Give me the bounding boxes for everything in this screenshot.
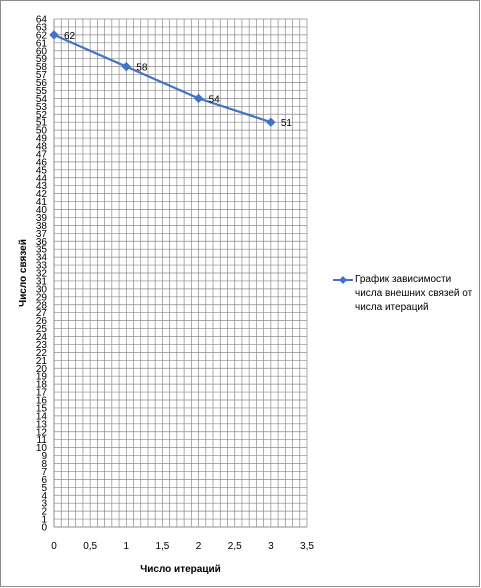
y-tick-label: 3 [41,499,47,510]
y-tick-label: 15 [36,403,48,414]
y-tick-label: 10 [36,443,48,454]
y-tick-label: 44 [36,173,48,184]
data-label: 51 [281,118,293,129]
x-tick-label: 2,5 [228,541,242,552]
y-tick-label: 37 [36,229,48,240]
y-tick-label: 47 [36,149,48,160]
y-tick-label: 7 [41,467,47,478]
x-tick-label: 0 [51,541,57,552]
y-tick-label: 39 [36,213,48,224]
y-tick-label: 63 [36,22,48,33]
y-tick-label: 16 [36,396,48,407]
data-label: 54 [209,94,221,105]
y-tick-label: 56 [36,78,48,89]
y-tick-label: 18 [36,380,48,391]
y-tick-label: 27 [36,308,48,319]
y-tick-label: 0 [41,523,47,534]
legend-marker [333,276,353,284]
x-tick-label: 3 [268,541,274,552]
y-tick-label: 62 [36,30,48,41]
y-tick-label: 1 [41,515,47,526]
y-tick-label: 50 [36,126,48,137]
y-tick-label: 21 [36,356,48,367]
y-tick-label: 17 [36,388,48,399]
data-point [121,61,131,72]
y-tick-label: 23 [36,340,48,351]
y-tick-label: 12 [36,427,48,438]
y-tick-label: 30 [36,284,48,295]
y-tick-label: 40 [36,205,48,216]
y-tick-label: 13 [36,419,48,430]
y-tick-label: 41 [36,197,48,208]
y-tick-label: 29 [36,292,48,303]
x-axis-title: Число итераций [140,564,221,575]
x-tick-label: 3,5 [300,541,314,552]
data-point [193,93,204,104]
y-tick-label: 28 [36,300,48,311]
y-tick-label: 61 [36,38,48,49]
series-line [53,33,272,124]
y-tick-label: 22 [36,348,48,359]
y-tick-label: 46 [36,157,48,168]
y-tick-label: 58 [36,62,48,73]
y-tick-label: 60 [36,46,48,57]
y-tick-label: 32 [36,269,48,280]
y-tick-label: 33 [36,261,48,272]
x-tick-label: 2 [196,541,202,552]
y-tick-label: 9 [41,451,47,462]
y-tick-label: 51 [36,118,48,129]
y-tick-label: 6 [41,475,47,486]
x-tick-label: 0,5 [83,541,97,552]
y-tick-label: 59 [36,54,48,65]
y-tick-label: 11 [37,435,48,446]
y-tick-label: 57 [36,70,48,81]
x-tick-label: 1,5 [155,541,169,552]
y-tick-label: 4 [41,491,47,502]
legend-diamond [339,276,347,284]
data-point [266,117,276,127]
y-tick-label: 5 [41,483,47,494]
x-tick-label: 1 [124,541,130,552]
y-tick-label: 49 [36,134,48,145]
y-tick-label: 52 [36,110,48,121]
y-tick-label: 48 [36,142,48,153]
y-tick-label: 26 [36,316,48,327]
y-tick-label: 14 [36,411,48,422]
y-tick-label: 38 [36,221,48,232]
y-tick-label: 64 [36,15,48,26]
y-tick-label: 54 [36,94,48,105]
y-axis-title: Число связей [18,239,29,307]
legend-entry: График зависимости числа внешних связей … [355,274,473,313]
data-label: 58 [136,63,148,74]
y-tick-label: 35 [36,245,48,256]
data-point [49,30,59,40]
y-tick-label: 42 [36,189,48,200]
y-tick-label: 24 [36,332,48,343]
y-tick-label: 8 [41,459,47,470]
y-tick-label: 53 [36,102,48,113]
y-tick-label: 2 [41,507,47,518]
y-tick-label: 31 [36,276,48,287]
y-tick-label: 34 [36,253,48,264]
y-tick-label: 36 [36,237,48,248]
y-tick-label: 19 [36,372,48,383]
y-tick-label: 20 [36,364,48,375]
data-label: 62 [64,31,76,42]
y-tick-label: 25 [36,324,48,335]
y-tick-label: 43 [36,181,48,192]
y-tick-label: 55 [36,86,48,97]
y-tick-label: 45 [36,165,48,176]
